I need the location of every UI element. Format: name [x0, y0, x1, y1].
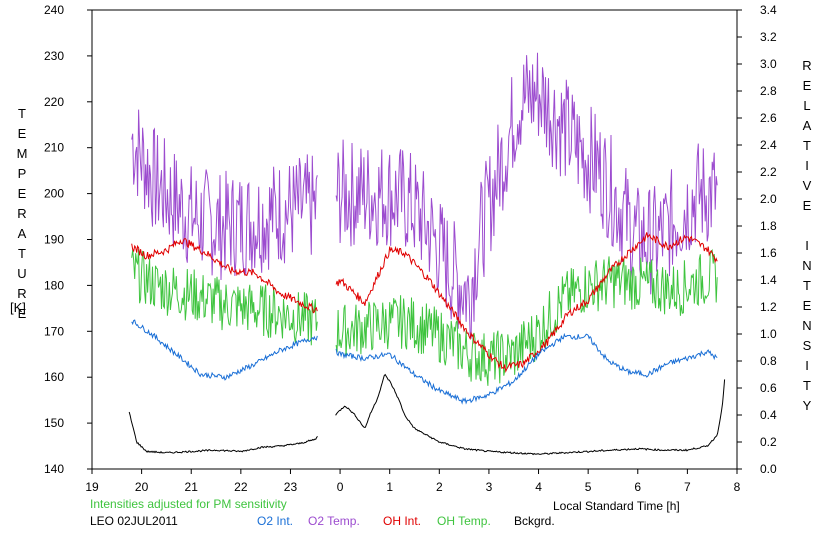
x-tick-label: 2	[436, 480, 443, 494]
right-tick-label: 0.2	[760, 435, 777, 449]
right-axis-letter: T	[803, 378, 811, 393]
right-tick-label: 2.4	[760, 138, 777, 152]
x-tick-label: 6	[634, 480, 641, 494]
left-axis-letter: T	[18, 106, 26, 121]
left-tick-label: 150	[44, 416, 64, 430]
right-axis-letter: V	[803, 178, 812, 193]
ticks-layer: 1401501601701801902002102202302400.00.20…	[44, 3, 777, 494]
right-tick-label: 1.8	[760, 219, 777, 233]
x-tick-label: 20	[135, 480, 149, 494]
series-line-bckgrd	[335, 373, 726, 456]
left-axis-letter: E	[18, 306, 27, 321]
right-axis-letter: I	[805, 158, 809, 173]
left-tick-label: 200	[44, 187, 64, 201]
right-axis-letter: T	[803, 278, 811, 293]
series-line-o2-temp	[335, 52, 718, 339]
right-tick-label: 2.0	[760, 192, 777, 206]
left-axis-letter: P	[18, 166, 27, 181]
x-tick-label: 7	[684, 480, 691, 494]
right-tick-label: 3.2	[760, 30, 777, 44]
right-tick-label: 3.4	[760, 3, 777, 17]
series-line-o2-int	[131, 319, 318, 381]
sensitivity-note: Intensities adjusted for PM sensitivity	[90, 497, 287, 511]
left-tick-label: 240	[44, 3, 64, 17]
x-tick-label: 19	[85, 480, 99, 494]
series-line-o2-temp	[131, 109, 318, 281]
left-axis-unit: [K]	[10, 300, 26, 315]
x-tick-label: 4	[535, 480, 542, 494]
series-line-oh-temp	[131, 249, 318, 346]
left-axis-letter: R	[17, 286, 26, 301]
right-axis-letter: E	[803, 198, 812, 213]
right-tick-label: 2.6	[760, 111, 777, 125]
left-tick-label: 190	[44, 233, 64, 247]
left-axis-letter: T	[18, 246, 26, 261]
legend-item: O2 Int.	[257, 514, 293, 528]
right-axis-letter: T	[803, 138, 811, 153]
left-tick-label: 160	[44, 370, 64, 384]
series-line-oh-int	[131, 238, 318, 314]
x-tick-label: 5	[585, 480, 592, 494]
legend-item: O2 Temp.	[308, 514, 360, 528]
x-tick-label: 23	[284, 480, 298, 494]
right-axis-letter: N	[802, 318, 811, 333]
right-tick-label: 0.4	[760, 408, 777, 422]
x-tick-label: 3	[486, 480, 493, 494]
right-tick-label: 0.8	[760, 354, 777, 368]
right-tick-label: 1.0	[760, 327, 777, 341]
left-tick-label: 220	[44, 95, 64, 109]
x-tick-label: 0	[337, 480, 344, 494]
legend-item: Bckgrd.	[514, 514, 555, 528]
right-axis-letter: Y	[803, 398, 812, 413]
left-tick-label: 170	[44, 324, 64, 338]
left-tick-label: 180	[44, 278, 64, 292]
right-tick-label: 3.0	[760, 57, 777, 71]
left-axis-letter: A	[18, 226, 27, 241]
right-tick-label: 1.2	[760, 300, 777, 314]
series-layer	[128, 52, 726, 456]
right-axis-letter: I	[805, 358, 809, 373]
right-axis-letter: R	[802, 58, 811, 73]
left-axis-letter: U	[17, 266, 26, 281]
right-tick-label: 2.8	[760, 84, 777, 98]
right-tick-label: 0.0	[760, 462, 777, 476]
series-line-oh-int	[335, 232, 718, 373]
left-tick-label: 230	[44, 49, 64, 63]
series-line-bckgrd	[128, 411, 318, 454]
right-tick-label: 0.6	[760, 381, 777, 395]
left-axis-letter: E	[18, 186, 27, 201]
right-axis-letter: E	[803, 78, 812, 93]
legend: O2 Int. O2 Temp. OH Int. OH Temp. Bckgrd.	[257, 514, 555, 528]
right-axis-letter: S	[803, 338, 812, 353]
legend-item: OH Temp.	[437, 514, 491, 528]
left-axis-letter: E	[18, 126, 27, 141]
right-tick-label: 1.6	[760, 246, 777, 260]
left-tick-label: 140	[44, 462, 64, 476]
left-axis-letter: R	[17, 206, 26, 221]
x-tick-label: 1	[386, 480, 393, 494]
right-axis-letter: E	[803, 298, 812, 313]
legend-item: OH Int.	[383, 514, 421, 528]
x-axis-label: Local Standard Time [h]	[553, 499, 680, 513]
right-axis-letter: L	[803, 98, 810, 113]
right-axis-letter: A	[803, 118, 812, 133]
x-tick-label: 22	[234, 480, 248, 494]
right-axis-letter: N	[802, 258, 811, 273]
x-tick-label: 21	[185, 480, 199, 494]
right-tick-label: 1.4	[760, 273, 777, 287]
x-tick-label: 8	[734, 480, 741, 494]
right-axis-letter: I	[805, 238, 809, 253]
right-tick-label: 2.2	[760, 165, 777, 179]
left-tick-label: 210	[44, 141, 64, 155]
left-axis-letter: M	[17, 146, 28, 161]
series-line-o2-int	[335, 332, 718, 405]
station-date-label: LEO 02JUL2011	[90, 514, 178, 528]
series-line-oh-temp	[335, 248, 718, 386]
